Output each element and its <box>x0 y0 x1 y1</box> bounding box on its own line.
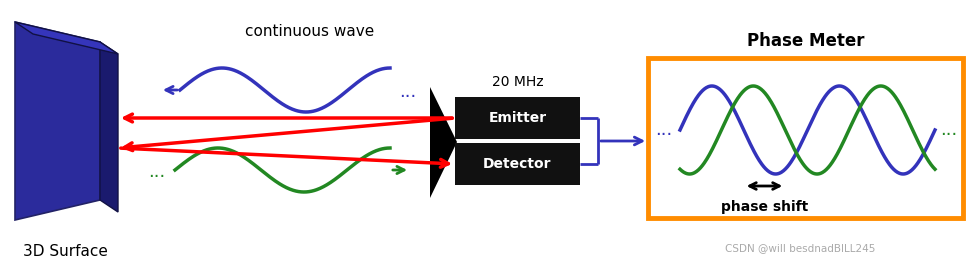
Text: ...: ... <box>148 163 165 181</box>
Text: CSDN @will besdnadBILL245: CSDN @will besdnadBILL245 <box>725 243 875 253</box>
Text: ...: ... <box>399 83 416 101</box>
Text: continuous wave: continuous wave <box>245 25 375 40</box>
Text: 3D Surface: 3D Surface <box>22 244 107 259</box>
Text: Detector: Detector <box>484 157 552 171</box>
Bar <box>455 97 580 139</box>
Text: Phase Meter: Phase Meter <box>746 32 864 50</box>
Text: ...: ... <box>656 121 672 139</box>
Polygon shape <box>15 22 118 54</box>
Text: phase shift: phase shift <box>721 200 809 214</box>
Polygon shape <box>430 87 457 198</box>
Text: ...: ... <box>940 121 957 139</box>
Text: 20 MHz: 20 MHz <box>491 75 543 89</box>
Text: Emitter: Emitter <box>488 111 547 125</box>
Bar <box>455 143 580 185</box>
Polygon shape <box>15 22 100 220</box>
Bar <box>648 58 963 218</box>
Polygon shape <box>100 42 118 212</box>
